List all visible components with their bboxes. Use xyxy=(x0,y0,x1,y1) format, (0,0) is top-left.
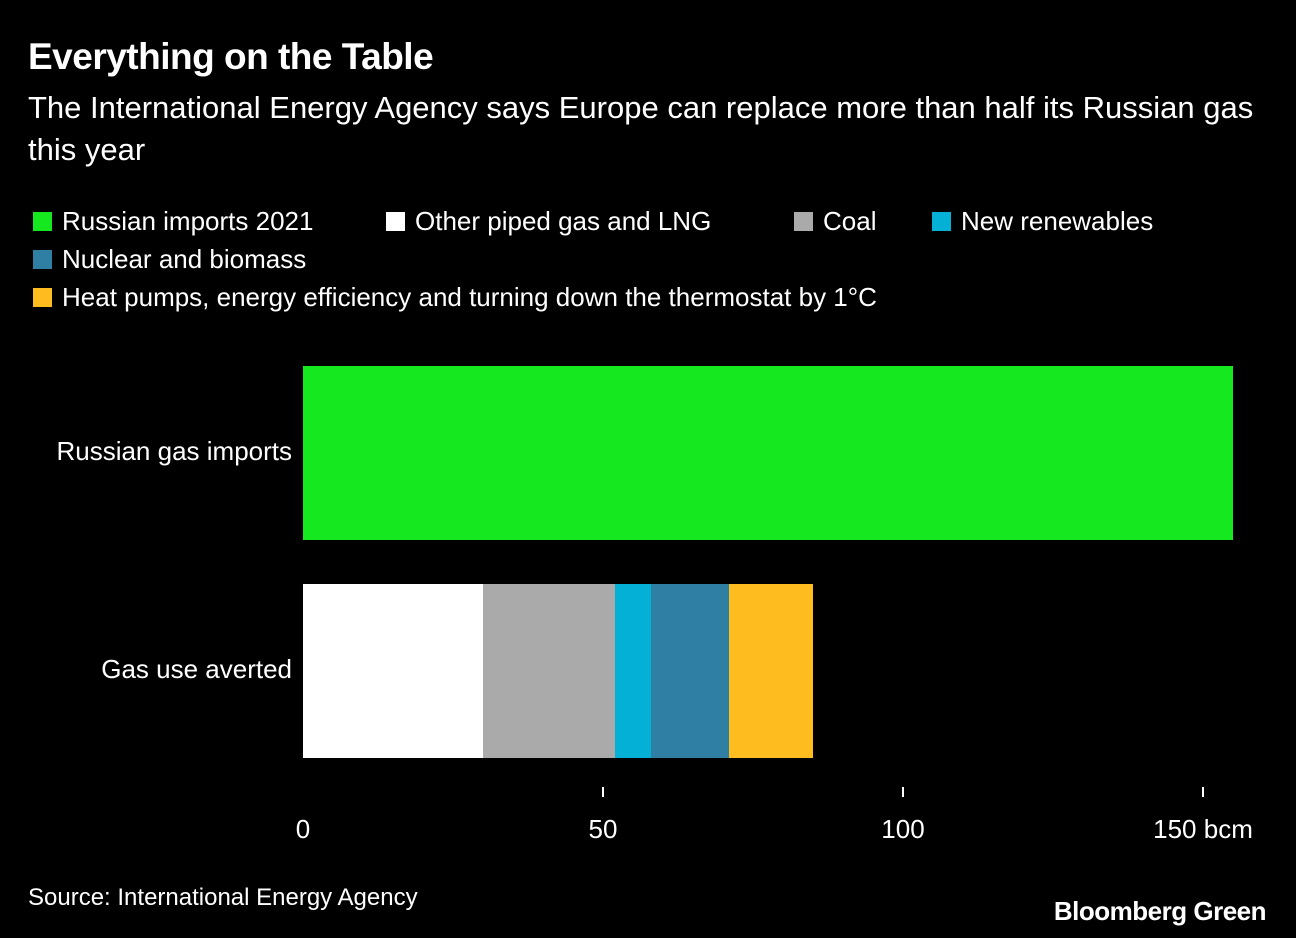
x-tick-label: 0 xyxy=(296,814,310,844)
source: Source: International Energy Agency xyxy=(28,884,418,911)
chart-title: Everything on the Table xyxy=(28,36,434,77)
legend-item: Nuclear and biomass xyxy=(33,244,306,275)
legend-label: Nuclear and biomass xyxy=(62,244,307,274)
legend-label: Other piped gas and LNG xyxy=(415,206,712,236)
legend-item: Heat pumps, energy efficiency and turnin… xyxy=(33,282,877,313)
bar-segment xyxy=(651,584,729,758)
bar-segment xyxy=(303,584,483,758)
legend-swatch xyxy=(33,212,52,231)
legend-label: Russian imports 2021 xyxy=(62,206,314,236)
legend-label: Coal xyxy=(823,206,877,236)
legend-label: New renewables xyxy=(961,206,1154,236)
category-label: Russian gas imports xyxy=(56,436,292,466)
x-tick-label: 50 xyxy=(589,814,618,844)
bar-segment xyxy=(303,366,1233,540)
branding: Bloomberg Green xyxy=(1053,896,1267,926)
x-tick-label: 150 bcm xyxy=(1153,814,1253,844)
category-label: Gas use averted xyxy=(101,654,292,684)
legend-item: New renewables xyxy=(932,206,1153,237)
legend-swatch xyxy=(386,212,405,231)
legend-swatch xyxy=(33,250,52,269)
x-tick-label: 100 xyxy=(881,814,924,844)
legend-swatch xyxy=(33,288,52,307)
bar-segment xyxy=(615,584,651,758)
bar-segment xyxy=(483,584,615,758)
bar-segment xyxy=(729,584,813,758)
legend-swatch xyxy=(932,212,951,231)
legend-label: Heat pumps, energy efficiency and turnin… xyxy=(62,282,877,312)
legend-swatch xyxy=(794,212,813,231)
chart-subtitle: The International Energy Agency says Eur… xyxy=(28,90,1254,167)
legend-item: Other piped gas and LNG xyxy=(386,206,711,237)
legend-item: Russian imports 2021 xyxy=(33,206,313,237)
legend-item: Coal xyxy=(794,206,876,237)
